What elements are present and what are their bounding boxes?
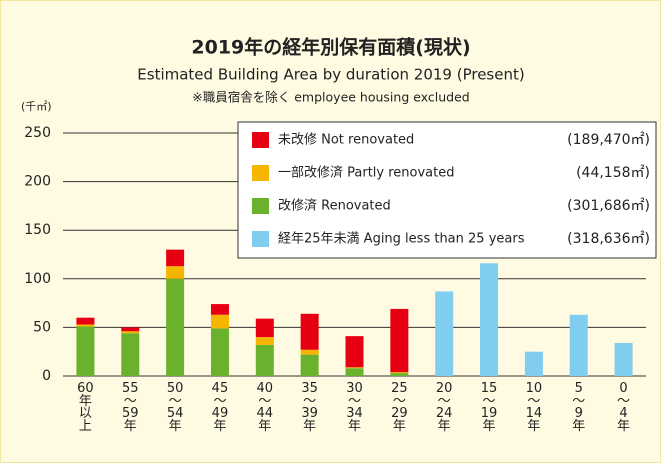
x-tick-label: 0 〜 4 年 <box>617 381 631 434</box>
legend-box <box>237 121 657 259</box>
legend-total: (189,470㎡) <box>567 132 650 148</box>
legend-label: 未改修 Not renovated <box>278 133 414 148</box>
bar-segment <box>300 349 319 355</box>
x-tick-label: 45 〜 49 年 <box>211 381 229 434</box>
bar-segment <box>255 337 274 345</box>
y-axis-label: (千㎡) <box>21 100 52 113</box>
x-tick-label: 5 〜 9 年 <box>572 381 586 434</box>
x-tick-label: 15 〜 19 年 <box>480 381 498 434</box>
legend-swatch <box>252 231 269 247</box>
x-tick-label: 35 〜 39 年 <box>301 381 318 434</box>
bar-segment <box>76 326 95 376</box>
legend-label: 改修済 Renovated <box>278 198 391 214</box>
y-tick-label: 250 <box>24 125 51 141</box>
bar-segment <box>390 372 409 374</box>
bar-segment <box>435 291 454 376</box>
bar-segment <box>569 314 588 376</box>
legend-label: 一部改修済 Partly renovated <box>278 165 455 181</box>
bar-segment <box>480 263 499 376</box>
legend-total: (318,636㎡) <box>567 231 650 247</box>
bar-segment <box>76 317 95 325</box>
bar-segment <box>255 318 274 338</box>
bar-segment <box>121 327 140 332</box>
bar-segment <box>524 351 543 376</box>
y-tick-label: 150 <box>24 222 51 238</box>
x-tick-label: 30 〜 34 年 <box>346 381 363 434</box>
bar-segment <box>166 266 185 279</box>
bar-segment <box>210 304 229 315</box>
bar-segment <box>121 333 140 376</box>
bar-segment <box>390 308 409 373</box>
legend-swatch <box>252 165 269 181</box>
x-tick-label: 25 〜 29 年 <box>391 381 408 434</box>
bar-segment <box>345 336 364 368</box>
legend-total: (44,158㎡) <box>576 165 650 181</box>
bar-segment <box>210 314 229 329</box>
legend-swatch <box>252 198 269 214</box>
x-tick-label: 20 〜 24 年 <box>435 381 453 434</box>
bar-segment <box>300 354 319 376</box>
bar-segment <box>345 368 364 376</box>
bar-segment <box>210 328 229 376</box>
y-tick-label: 0 <box>42 368 51 384</box>
bar-segment <box>614 342 633 376</box>
bar-segment <box>300 313 319 350</box>
x-tick-label: 55 〜 59 年 <box>121 381 139 434</box>
bar-segment <box>76 324 95 327</box>
bar-segment <box>255 344 274 376</box>
chart-subtitle: Estimated Building Area by duration 2019… <box>137 66 524 84</box>
legend-swatch <box>252 132 269 148</box>
y-tick-label: 50 <box>33 319 51 335</box>
bar-segment <box>166 249 185 267</box>
x-tick-label: 60 年 以 上 <box>77 381 94 434</box>
x-tick-label: 40 〜 44 年 <box>256 381 274 434</box>
bar-segment <box>345 367 364 369</box>
bar-segment <box>121 331 140 334</box>
bar-segment <box>390 373 409 376</box>
y-tick-label: 100 <box>24 271 51 287</box>
chart-note: ※職員宿舎を除く employee housing excluded <box>192 90 469 105</box>
legend-total: (301,686㎡) <box>567 198 650 214</box>
x-tick-label: 50 〜 54 年 <box>166 381 184 434</box>
x-tick-label: 10 〜 14 年 <box>525 381 543 434</box>
legend-label: 経年25年未満 Aging less than 25 years <box>278 232 525 247</box>
y-tick-label: 200 <box>24 174 51 190</box>
chart-title: 2019年の経年別保有面積(現状) <box>191 36 470 59</box>
bar-segment <box>166 278 185 376</box>
